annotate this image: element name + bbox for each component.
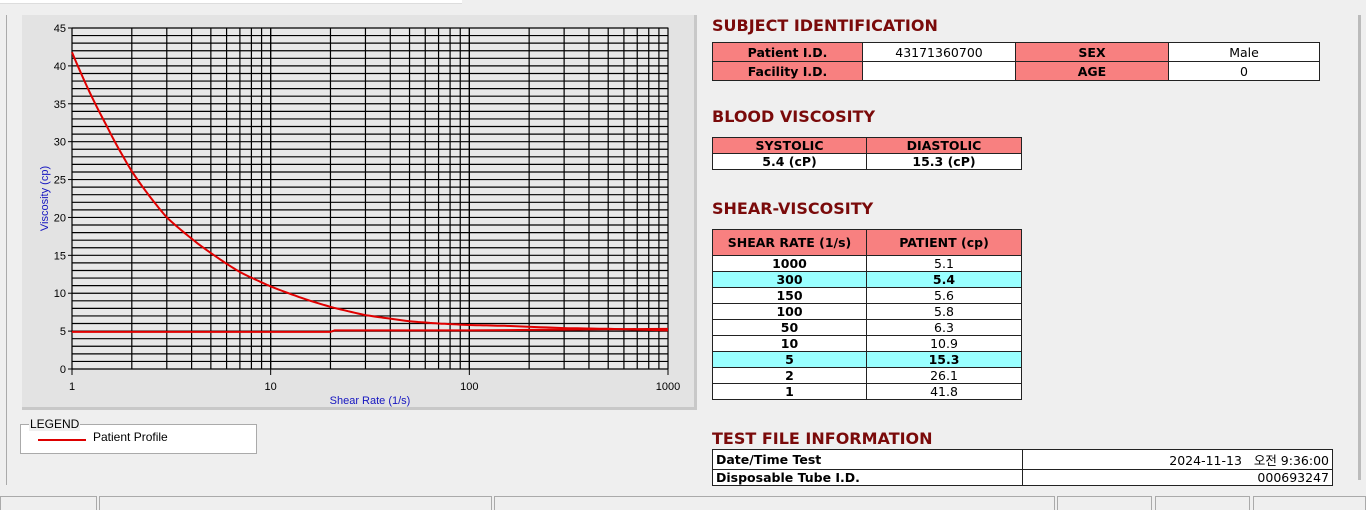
x-tick-label: 100 bbox=[460, 381, 478, 393]
shear-viscosity-table: SHEAR RATE (1/s) PATIENT (cp) 1000 5.1 300 5… bbox=[712, 229, 1022, 400]
status-panel bbox=[1057, 496, 1152, 510]
shear-row: 300 5.4 bbox=[712, 271, 1022, 288]
age-value: 0 bbox=[1168, 61, 1320, 81]
patient-viscosity-cell: 26.1 bbox=[866, 367, 1022, 384]
shear-row: 150 5.6 bbox=[712, 287, 1022, 304]
x-axis-label: Shear Rate (1/s) bbox=[330, 395, 411, 407]
patient-viscosity-cell: 10.9 bbox=[866, 335, 1022, 352]
date-time-label: Date/Time Test bbox=[712, 449, 1023, 470]
patient-id-label: Patient I.D. bbox=[712, 42, 863, 62]
shear-rate-cell: 300 bbox=[712, 271, 867, 288]
status-panel bbox=[0, 496, 97, 510]
shear-viscosity-title: SHEAR-VISCOSITY bbox=[712, 199, 874, 218]
patient-profile-line bbox=[71, 51, 669, 332]
facility-id-value bbox=[862, 61, 1016, 81]
status-panel bbox=[1155, 496, 1250, 510]
systolic-value: 5.4 (cP) bbox=[712, 153, 867, 170]
test-file-table: Date/Time Test 2024-11-13 오전 9:36:00 Disp… bbox=[712, 449, 1333, 486]
y-tick-label: 35 bbox=[54, 99, 66, 111]
shear-rate-cell: 10 bbox=[712, 335, 867, 352]
shear-row: 1000 5.1 bbox=[712, 255, 1022, 272]
patient-viscosity-cell: 5.6 bbox=[866, 287, 1022, 304]
plot-area bbox=[71, 27, 669, 370]
shear-rate-cell: 150 bbox=[712, 287, 867, 304]
shear-rate-cell: 2 bbox=[712, 367, 867, 384]
shear-rate-cell: 50 bbox=[712, 319, 867, 336]
systolic-label: SYSTOLIC bbox=[712, 137, 867, 154]
shear-row: 1 41.8 bbox=[712, 383, 1022, 400]
shear-rate-cell: 100 bbox=[712, 303, 867, 320]
tube-id-value: 000693247 bbox=[1022, 469, 1333, 486]
y-tick-label: 15 bbox=[54, 250, 66, 262]
status-panel bbox=[494, 496, 1055, 510]
scrollbar[interactable] bbox=[1358, 15, 1361, 480]
blood-viscosity-table: SYSTOLIC DIASTOLIC 5.4 (cP) 15.3 (cP) bbox=[712, 137, 1022, 170]
subject-table: Patient I.D. 43171360700 SEX Male Facility … bbox=[712, 42, 1320, 81]
x-tick-label: 1 bbox=[69, 381, 75, 393]
date-time-value: 2024-11-13 오전 9:36:00 bbox=[1022, 449, 1333, 470]
viscosity-chart: 0 5 10 15 20 25 30 35 40 45 1 10 100 1000 Shear Rate (… bbox=[39, 23, 680, 407]
legend-swatch bbox=[38, 439, 86, 441]
patient-id-value: 43171360700 bbox=[862, 42, 1016, 62]
y-tick-label: 45 bbox=[54, 23, 66, 35]
x-tick-label: 10 bbox=[265, 381, 277, 393]
y-tick-label: 25 bbox=[54, 175, 66, 187]
legend-title: LEGEND bbox=[29, 417, 81, 431]
shear-rate-header: SHEAR RATE (1/s) bbox=[712, 229, 867, 256]
patient-viscosity-cell: 5.4 bbox=[866, 271, 1022, 288]
age-label: AGE bbox=[1015, 61, 1169, 81]
shear-rate-cell: 1000 bbox=[712, 255, 867, 272]
subject-title: SUBJECT IDENTIFICATION bbox=[712, 16, 938, 35]
shear-row: 50 6.3 bbox=[712, 319, 1022, 336]
legend-item: Patient Profile bbox=[93, 430, 168, 444]
shear-row: 100 5.8 bbox=[712, 303, 1022, 320]
patient-viscosity-cell: 5.1 bbox=[866, 255, 1022, 272]
y-tick-label: 10 bbox=[54, 288, 66, 300]
y-axis-label: Viscosity (cp) bbox=[39, 166, 51, 231]
tube-id-label: Disposable Tube I.D. bbox=[712, 469, 1023, 486]
y-tick-label: 30 bbox=[54, 137, 66, 149]
x-tick-label: 1000 bbox=[656, 381, 680, 393]
y-tick-label: 40 bbox=[54, 61, 66, 73]
y-tick-label: 0 bbox=[60, 364, 66, 376]
shear-row: 10 10.9 bbox=[712, 335, 1022, 352]
baseline-series-line bbox=[72, 327, 669, 333]
y-tick-label: 5 bbox=[60, 326, 66, 338]
legend: LEGEND Patient Profile bbox=[20, 417, 257, 454]
patient-viscosity-cell: 15.3 bbox=[866, 351, 1022, 368]
patient-viscosity-cell: 5.8 bbox=[866, 303, 1022, 320]
frame-border bbox=[6, 15, 7, 485]
chart-panel: 0 5 10 15 20 25 30 35 40 45 1 10 100 1000 Shear Rate (… bbox=[22, 15, 697, 410]
patient-viscosity-cell: 6.3 bbox=[866, 319, 1022, 336]
patient-viscosity-cell: 41.8 bbox=[866, 383, 1022, 400]
diastolic-value: 15.3 (cP) bbox=[866, 153, 1022, 170]
blood-viscosity-title: BLOOD VISCOSITY bbox=[712, 107, 876, 126]
sex-label: SEX bbox=[1015, 42, 1169, 62]
top-strip bbox=[0, 0, 462, 4]
shear-rate-cell: 1 bbox=[712, 383, 867, 400]
test-file-title: TEST FILE INFORMATION bbox=[712, 429, 933, 448]
facility-id-label: Facility I.D. bbox=[712, 61, 863, 81]
shear-row: 2 26.1 bbox=[712, 367, 1022, 384]
shear-rate-cell: 5 bbox=[712, 351, 867, 368]
shear-row: 5 15.3 bbox=[712, 351, 1022, 368]
sex-value: Male bbox=[1168, 42, 1320, 62]
diastolic-label: DIASTOLIC bbox=[866, 137, 1022, 154]
y-tick-label: 20 bbox=[54, 212, 66, 224]
status-panel bbox=[99, 496, 492, 510]
patient-header: PATIENT (cp) bbox=[866, 229, 1022, 256]
